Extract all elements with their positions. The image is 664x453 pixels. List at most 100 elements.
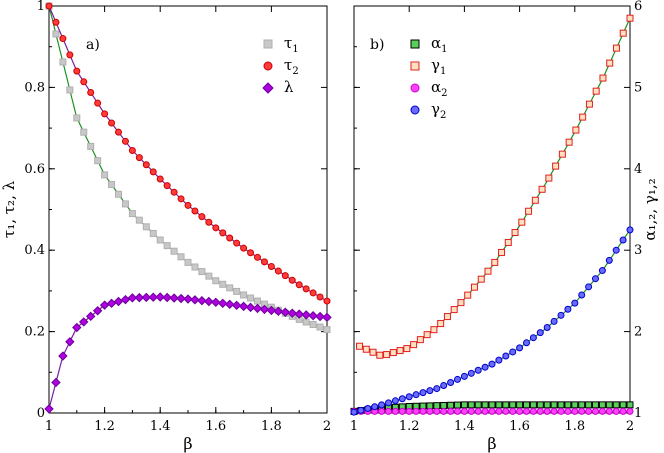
series-λ xyxy=(44,292,332,414)
data-point xyxy=(362,345,370,353)
data-point xyxy=(433,385,441,393)
legend-label: τ2 xyxy=(284,56,299,77)
data-point xyxy=(383,351,391,359)
data-point xyxy=(224,299,235,310)
data-point xyxy=(599,74,607,82)
x-tick-label: 1.8 xyxy=(261,419,282,434)
data-point xyxy=(598,401,606,409)
data-point xyxy=(579,113,587,121)
data-point xyxy=(252,303,263,314)
data-point xyxy=(212,224,220,232)
data-point xyxy=(545,174,553,182)
data-point xyxy=(516,344,524,352)
data-point xyxy=(523,401,530,409)
data-point xyxy=(612,246,620,254)
legend-label: α1 xyxy=(431,34,448,55)
data-point xyxy=(626,226,634,234)
data-point xyxy=(523,407,530,415)
data-point xyxy=(135,216,143,224)
y-tick-label: 0.8 xyxy=(24,80,45,95)
data-point xyxy=(99,300,110,310)
legend-label: τ1 xyxy=(284,34,299,55)
data-point xyxy=(550,401,558,409)
data-point xyxy=(557,401,565,409)
data-point xyxy=(274,267,282,275)
data-point xyxy=(121,200,129,208)
data-point xyxy=(280,307,291,317)
data-point xyxy=(190,295,200,305)
legend-label: γ2 xyxy=(431,100,446,121)
data-point xyxy=(481,363,489,371)
data-point xyxy=(87,142,95,150)
data-point xyxy=(231,300,242,311)
data-point xyxy=(120,294,131,305)
y-tick-label: 0.4 xyxy=(24,243,45,258)
data-point xyxy=(464,291,472,299)
data-point xyxy=(531,196,539,204)
data-point xyxy=(598,407,606,415)
data-point xyxy=(142,161,150,169)
data-point xyxy=(115,128,122,136)
data-point xyxy=(281,272,289,280)
y-tick-label: 5 xyxy=(634,80,642,95)
data-point xyxy=(260,258,268,266)
data-point xyxy=(59,58,67,66)
data-point xyxy=(460,372,468,380)
data-point xyxy=(247,294,255,302)
data-point xyxy=(356,342,364,350)
data-point xyxy=(426,407,434,415)
data-point xyxy=(605,407,613,415)
data-point xyxy=(619,407,627,415)
legend-marker xyxy=(263,61,273,71)
data-point xyxy=(598,267,606,275)
data-point xyxy=(457,299,465,307)
data-point xyxy=(578,407,586,415)
data-point xyxy=(571,407,579,415)
data-point xyxy=(357,406,365,414)
data-point xyxy=(619,401,627,409)
legend-entry: γ2 xyxy=(410,100,446,121)
x-tick-label: 1 xyxy=(45,419,53,434)
data-point xyxy=(302,285,310,293)
data-point xyxy=(170,247,178,255)
data-point xyxy=(605,401,613,409)
x-tick-label: 1.2 xyxy=(399,419,420,434)
data-point xyxy=(141,292,152,303)
x-tick-label: 2 xyxy=(323,419,331,434)
data-point xyxy=(536,407,544,415)
data-point xyxy=(58,351,68,361)
data-point xyxy=(169,293,179,303)
series-τ₂ xyxy=(45,2,331,305)
data-point xyxy=(156,236,164,244)
data-point xyxy=(94,157,102,165)
data-point xyxy=(403,345,411,353)
data-point xyxy=(419,407,427,415)
data-point xyxy=(585,283,593,291)
y-tick-label: 4 xyxy=(634,162,642,177)
data-point xyxy=(612,407,620,415)
data-point xyxy=(389,349,397,357)
data-point xyxy=(460,407,468,415)
data-point xyxy=(525,207,533,215)
data-point xyxy=(162,292,172,303)
y-axis-label: α₁,₂, γ₁,₂ xyxy=(641,178,659,240)
data-point xyxy=(273,306,284,317)
data-point xyxy=(205,218,213,226)
data-point xyxy=(177,195,185,203)
data-point xyxy=(238,301,249,312)
data-point xyxy=(474,407,482,415)
data-point xyxy=(481,407,489,415)
legend-marker xyxy=(410,105,420,115)
data-point xyxy=(405,393,413,401)
data-point xyxy=(592,275,599,283)
data-point xyxy=(254,297,261,305)
panel-a: 1 1.2 1.4 1.6 1.8 2 0 0.2 0.4 0.6 0.8 1 β τ₁, τ₂, λ a)… xyxy=(0,0,332,453)
data-point xyxy=(578,291,586,299)
data-point xyxy=(612,401,620,409)
legend-marker xyxy=(410,61,420,71)
data-point xyxy=(115,190,122,198)
series-α₂ xyxy=(350,407,634,415)
y-tick-label: 0 xyxy=(37,406,45,421)
data-point xyxy=(571,401,579,409)
